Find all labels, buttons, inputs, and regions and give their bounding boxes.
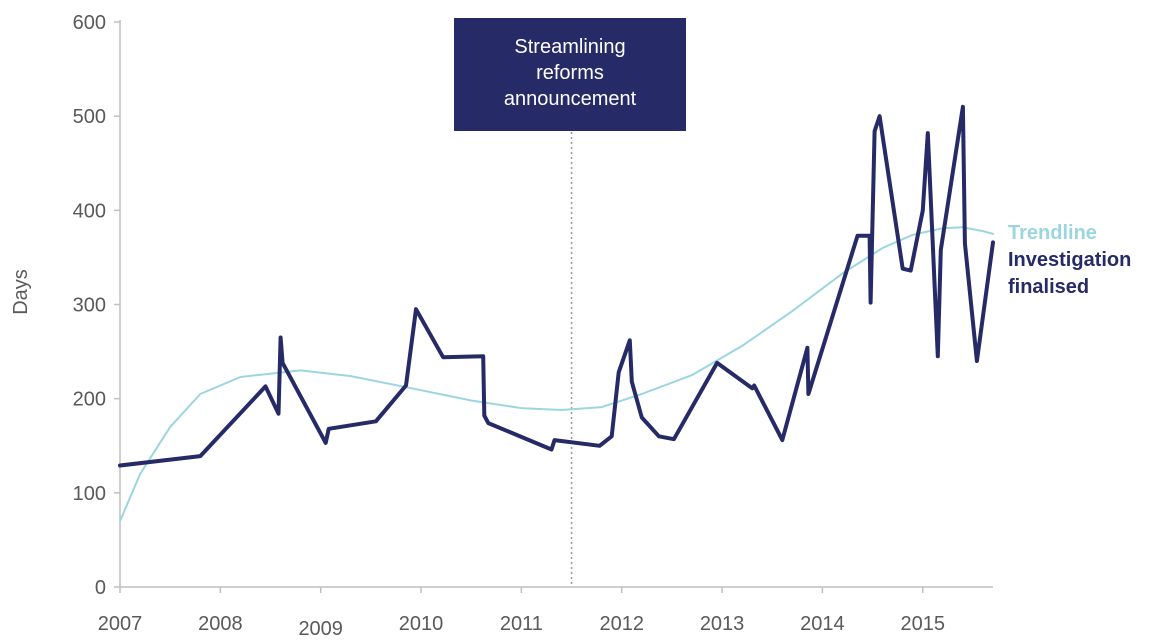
y-tick-label: 0 — [95, 577, 106, 599]
x-tick-label: 2007 — [98, 613, 143, 635]
x-tick-label: 2014 — [800, 613, 845, 635]
annotation-box — [454, 18, 686, 131]
x-tick-label: 2009 — [298, 618, 343, 640]
x-tick-label: 2011 — [500, 613, 543, 635]
series-line-trendline — [119, 226, 994, 523]
series-group — [118, 104, 995, 523]
y-tick-label: 500 — [73, 106, 106, 128]
legend-label: finalised — [1008, 276, 1089, 298]
legend-label: Trendline — [1008, 222, 1097, 244]
y-tick-label: 100 — [73, 483, 106, 505]
x-tick-label: 2015 — [901, 613, 946, 635]
x-tick-label: 2008 — [198, 613, 243, 635]
annotation-text-line: reforms — [536, 62, 604, 84]
axes: 0 100 200 300 400 500 600 2007 2008 2009 2010 2011 2… — [73, 12, 993, 640]
series-line-investigation-finalised — [118, 104, 995, 468]
y-tick-label: 200 — [73, 389, 106, 411]
y-tick-label: 600 — [73, 12, 106, 34]
legend: Trendline Investigation finalised — [1008, 222, 1131, 298]
y-axis-title: Days — [10, 269, 32, 315]
annotation-text-line: announcement — [504, 88, 637, 110]
x-tick-label: 2010 — [399, 613, 444, 635]
x-tick-label: 2012 — [599, 613, 644, 635]
annotation-text-line: Streamlining — [514, 36, 625, 58]
legend-label: Investigation — [1008, 249, 1131, 271]
x-tick-label: 2013 — [700, 613, 745, 635]
y-tick-label: 300 — [73, 295, 106, 317]
y-tick-label: 400 — [73, 200, 106, 222]
annotation-group: Streamlining reforms announcement — [454, 18, 686, 131]
